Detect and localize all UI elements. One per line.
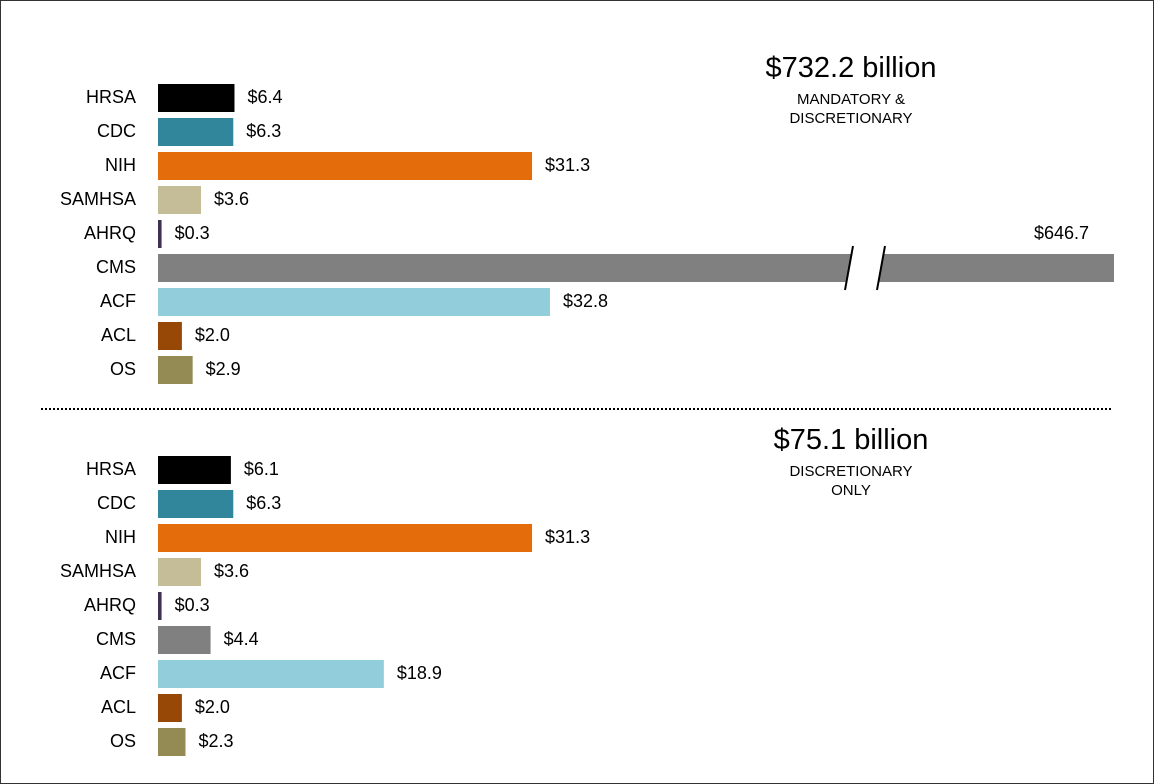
bar [158,694,182,722]
bar [158,118,234,146]
bar [158,356,193,384]
category-label: ACL [101,697,136,717]
value-label: $2.0 [195,325,230,345]
value-label: $0.3 [175,223,210,243]
value-label: $2.9 [206,359,241,379]
value-label: $31.3 [545,527,590,547]
category-label: ACF [100,291,136,311]
bar [158,322,182,350]
bar [158,456,231,484]
category-label: OS [110,359,136,379]
bar [158,84,235,112]
category-label: CDC [97,493,136,513]
bar [158,254,1114,282]
bar [158,152,533,180]
value-label: $31.3 [545,155,590,175]
value-label: $6.4 [247,87,282,107]
value-label: $3.6 [214,189,249,209]
value-label: $2.3 [198,731,233,751]
category-label: AHRQ [84,595,136,615]
category-label: AHRQ [84,223,136,243]
category-label: ACL [101,325,136,345]
chart-title: $75.1 billion [773,424,929,456]
category-label: CDC [97,121,136,141]
axis-break-mark [876,245,886,291]
value-label: $6.1 [244,459,279,479]
value-label: $6.3 [246,493,281,513]
value-label: $6.3 [246,121,281,141]
bar [158,558,202,586]
bar [158,660,384,688]
axis-break-gap [845,246,885,290]
value-label: $32.8 [563,291,608,311]
bar [158,220,162,248]
category-label: CMS [96,629,136,649]
chart-subtitle: DISCRETIONARY ONLY [789,463,913,499]
chart-subtitle: MANDATORY & DISCRETIONARY [789,91,913,127]
category-label: SAMHSA [60,561,136,581]
bar [158,592,162,620]
category-label: ACF [100,663,136,683]
category-label: NIH [105,527,136,547]
bar [158,288,550,316]
axis-break-mark [844,245,854,291]
category-label: SAMHSA [60,189,136,209]
value-label: $2.0 [195,697,230,717]
category-label: NIH [105,155,136,175]
value-label: $3.6 [214,561,249,581]
bar [158,186,202,214]
category-label: CMS [96,257,136,277]
value-label: $646.7 [1034,223,1089,243]
bar [158,728,186,756]
value-label: $4.4 [224,629,259,649]
bar [158,626,211,654]
bar [158,524,533,552]
value-label: $0.3 [175,595,210,615]
category-label: OS [110,731,136,751]
chart-title: $732.2 billion [765,52,937,84]
bar [158,490,234,518]
category-label: HRSA [86,459,136,479]
category-label: HRSA [86,87,136,107]
value-label: $18.9 [397,663,442,683]
